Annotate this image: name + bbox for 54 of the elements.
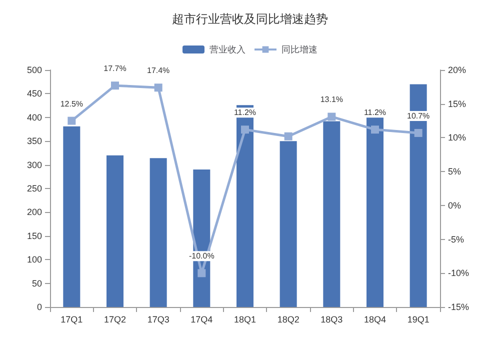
y-tick-label: 250 [26,184,42,194]
point [284,132,292,140]
x-tick-label: 17Q1 [60,314,83,324]
data-label: 10.7% [406,111,430,120]
data-label: 11.2% [234,108,256,118]
point [241,126,249,134]
x-tick-label: 17Q4 [190,314,213,324]
data-label: 13.1% [320,95,344,104]
y2-tick-label: 20% [448,65,466,75]
y2-tick-label: 0% [448,200,462,210]
y2-tick-label: -10% [448,268,470,278]
point [198,269,206,278]
y-tick-label: 300 [26,160,42,170]
y-tick-label: 150 [26,230,42,241]
y2-tick-label: 5% [448,166,462,177]
bar [63,126,80,307]
point [111,82,119,90]
x-tick-label: 17Q3 [147,314,170,324]
bar [323,121,340,307]
bar [150,158,167,307]
bar [366,117,384,307]
y2-tick-label: -5% [448,234,464,244]
x-tick-label: 18Q2 [277,314,300,324]
x-tick-label: 18Q4 [364,314,386,324]
point [414,128,422,137]
y-tick-label: 50 [32,278,42,288]
point [68,116,76,125]
y2-tick-label: 15% [448,98,466,109]
y-tick-label: 200 [26,207,42,218]
y-tick-label: 400 [26,112,42,122]
point [154,84,162,92]
y-tick-label: 350 [26,136,42,146]
bar [106,155,124,307]
y-tick-label: 100 [26,254,42,265]
y-tick-label: 450 [26,88,42,99]
x-tick-label: 19Q1 [407,314,430,324]
data-label: 17.4% [146,66,170,76]
y-tick-label: 0 [36,302,42,312]
legend-label: 同比增速 [282,44,318,54]
y2-tick-label: -15% [448,302,470,312]
legend-label: 营业收入 [210,44,246,54]
bar [280,141,297,307]
data-label: 11.2% [364,108,386,118]
point [328,112,336,121]
point [371,126,379,134]
data-label: -10.0% [188,252,214,261]
y-tick-label: 500 [26,65,42,75]
y2-tick-label: 10% [448,132,466,143]
data-label: 12.5% [60,99,84,108]
x-tick-label: 17Q2 [104,314,126,324]
data-label: 17.7% [104,64,126,74]
chart-title: 超市行业营收及同比增速趋势 [172,12,328,26]
x-tick-label: 18Q3 [320,314,343,324]
x-tick-label: 18Q1 [234,314,256,324]
